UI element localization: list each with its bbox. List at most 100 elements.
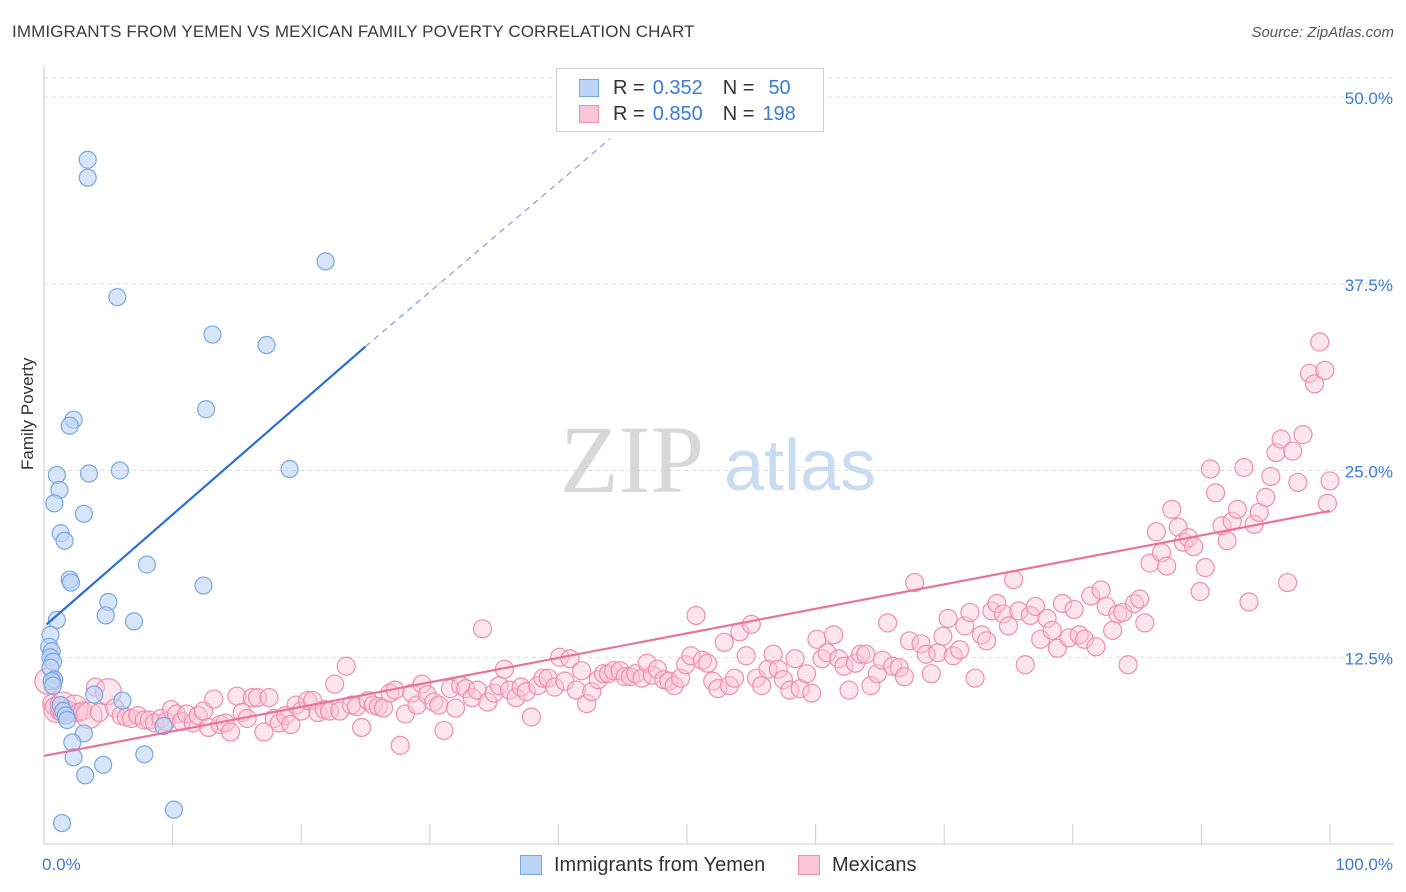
trend-line-yemen xyxy=(45,345,367,626)
point-mexicans xyxy=(352,717,372,738)
watermark: ZIP atlas xyxy=(560,406,876,513)
point-mexicans xyxy=(780,680,800,700)
point-mexicans xyxy=(281,714,301,735)
point-mexicans xyxy=(1162,499,1182,519)
point-mexicans xyxy=(817,643,837,663)
y-tick-label: 12.5% xyxy=(1345,649,1393,668)
y-tick-label: 37.5% xyxy=(1345,276,1393,295)
point-yemen xyxy=(78,168,97,187)
point-mexicans xyxy=(445,698,466,718)
legend-r-label: R = xyxy=(613,76,645,99)
point-yemen xyxy=(316,252,335,271)
legend-n-label: N = xyxy=(722,102,755,125)
point-mexicans xyxy=(346,696,367,717)
legend-n-value: 198 xyxy=(762,102,796,125)
bottom-legend-label-mexicans: Mexicans xyxy=(832,853,917,876)
watermark-atlas: atlas xyxy=(724,426,876,506)
point-mexicans xyxy=(424,692,444,712)
point-mexicans xyxy=(1096,596,1116,617)
point-mexicans xyxy=(768,659,788,679)
point-yemen xyxy=(96,606,115,625)
point-mexicans xyxy=(516,682,536,702)
point-mexicans xyxy=(692,650,713,670)
point-mexicans xyxy=(220,722,241,742)
point-mexicans xyxy=(1261,466,1281,487)
point-mexicans xyxy=(697,653,718,673)
y-axis-label: Family Poverty xyxy=(18,357,37,470)
point-mexicans xyxy=(325,674,345,694)
point-mexicans xyxy=(1091,580,1111,600)
legend-n-value: 50 xyxy=(768,76,791,99)
x-tick-label: 100.0% xyxy=(1335,855,1393,874)
bottom-legend-swatch-mexicans xyxy=(798,855,820,875)
yemen-points xyxy=(40,150,335,833)
point-mexicans xyxy=(1227,499,1248,519)
legend-row-mexicans: R = 0.850 N = 198 xyxy=(579,102,796,126)
point-mexicans xyxy=(577,693,597,714)
point-mexicans xyxy=(1299,363,1320,383)
point-yemen xyxy=(203,325,222,344)
point-mexicans xyxy=(736,646,756,666)
point-mexicans xyxy=(773,670,794,690)
point-mexicans xyxy=(824,625,844,645)
point-yemen xyxy=(154,716,173,736)
point-yemen xyxy=(47,465,66,485)
point-mexicans xyxy=(204,689,224,709)
point-mexicans xyxy=(1200,459,1221,479)
point-yemen xyxy=(137,555,156,574)
point-mexicans xyxy=(977,631,997,651)
point-yemen xyxy=(47,610,66,630)
point-mexicans xyxy=(1304,374,1325,394)
point-mexicans xyxy=(1184,537,1204,557)
legend-r-value: 0.352 xyxy=(652,76,703,99)
legend-swatch-yemen xyxy=(579,79,599,97)
point-mexicans xyxy=(434,720,454,741)
point-yemen xyxy=(76,766,95,785)
point-yemen xyxy=(257,335,276,355)
legend-n-label: N = xyxy=(722,76,755,99)
point-yemen xyxy=(61,573,81,592)
point-mexicans xyxy=(758,659,778,679)
source-note: Source: ZipAtlas.com xyxy=(1251,24,1394,41)
point-mexicans xyxy=(1317,493,1338,513)
point-mexicans xyxy=(971,625,992,645)
point-mexicans xyxy=(724,668,745,688)
point-mexicans xyxy=(506,687,526,708)
legend-swatch-mexicans xyxy=(579,105,599,123)
point-yemen xyxy=(79,464,99,483)
point-mexicans xyxy=(1042,620,1062,640)
point-yemen xyxy=(110,461,129,480)
point-mexicans xyxy=(785,649,805,669)
point-mexicans xyxy=(741,614,761,634)
point-yemen xyxy=(74,504,93,523)
point-mexicans xyxy=(1190,581,1210,602)
point-mexicans xyxy=(259,687,279,708)
point-mexicans xyxy=(254,722,274,742)
point-yemen xyxy=(43,676,63,695)
point-mexicans xyxy=(1288,472,1308,493)
point-mexicans xyxy=(1277,572,1298,593)
point-mexicans xyxy=(390,735,410,755)
point-mexicans xyxy=(1118,655,1138,675)
point-yemen xyxy=(135,745,154,764)
point-mexicans xyxy=(1256,487,1276,507)
point-yemen xyxy=(85,685,104,704)
point-mexicans xyxy=(1015,655,1035,675)
point-mexicans xyxy=(851,644,871,664)
point-yemen xyxy=(45,494,64,513)
point-yemen xyxy=(55,531,74,550)
point-mexicans xyxy=(960,602,980,623)
point-mexicans xyxy=(1239,592,1259,612)
point-mexicans xyxy=(802,683,822,703)
axes xyxy=(43,66,1394,845)
point-yemen xyxy=(64,748,83,767)
point-mexicans xyxy=(582,682,602,702)
point-mexicans xyxy=(1320,471,1340,491)
point-mexicans xyxy=(921,664,941,684)
point-mexicans xyxy=(499,680,520,700)
point-mexicans xyxy=(1025,596,1046,617)
point-mexicans xyxy=(1052,593,1073,614)
point-yemen xyxy=(280,459,299,479)
point-mexicans xyxy=(664,676,684,696)
trend-line-mexicans xyxy=(43,509,1331,757)
